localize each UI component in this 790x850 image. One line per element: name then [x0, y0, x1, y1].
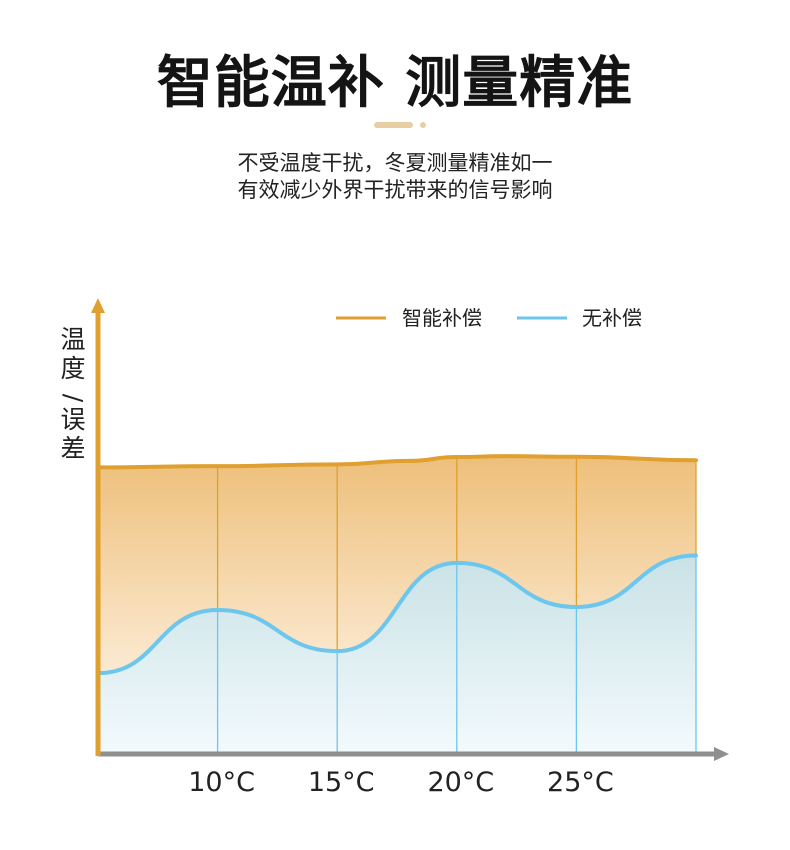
- x-tick-label: 20°C: [427, 767, 494, 798]
- page-title: 智能温补 测量精准: [156, 51, 634, 116]
- uncompensated-area: [98, 555, 696, 754]
- y-axis-label-char: 差: [60, 434, 85, 463]
- x-axis-arrow-icon: [714, 747, 729, 761]
- legend-label-compensated: 智能补偿: [402, 306, 482, 330]
- subtitle: 不受温度干扰，冬夏测量精准如一 有效减少外界干扰带来的信号影响: [0, 150, 790, 204]
- y-axis-label-char: 误: [60, 405, 85, 434]
- x-tick-label: 15°C: [308, 767, 375, 798]
- y-axis-arrow-icon: [91, 298, 105, 313]
- subtitle-line-2: 有效减少外界干扰带来的信号影响: [237, 178, 553, 202]
- series-line-uncompensated: [96, 553, 698, 676]
- title-divider: [374, 121, 434, 129]
- y-axis-label-char: 度: [60, 354, 85, 383]
- divider-bar: [374, 122, 413, 128]
- y-axis-label-char: 温: [60, 325, 85, 354]
- x-tick-label: 25°C: [547, 767, 614, 798]
- subtitle-line-1: 不受温度干扰，冬夏测量精准如一: [237, 151, 553, 175]
- series-line-compensated: [96, 454, 698, 470]
- y-axis-label-char: /: [59, 394, 88, 403]
- legend-label-uncompensated: 无补偿: [582, 306, 642, 330]
- x-tick-label: 10°C: [188, 767, 255, 798]
- divider-dot: [420, 122, 426, 128]
